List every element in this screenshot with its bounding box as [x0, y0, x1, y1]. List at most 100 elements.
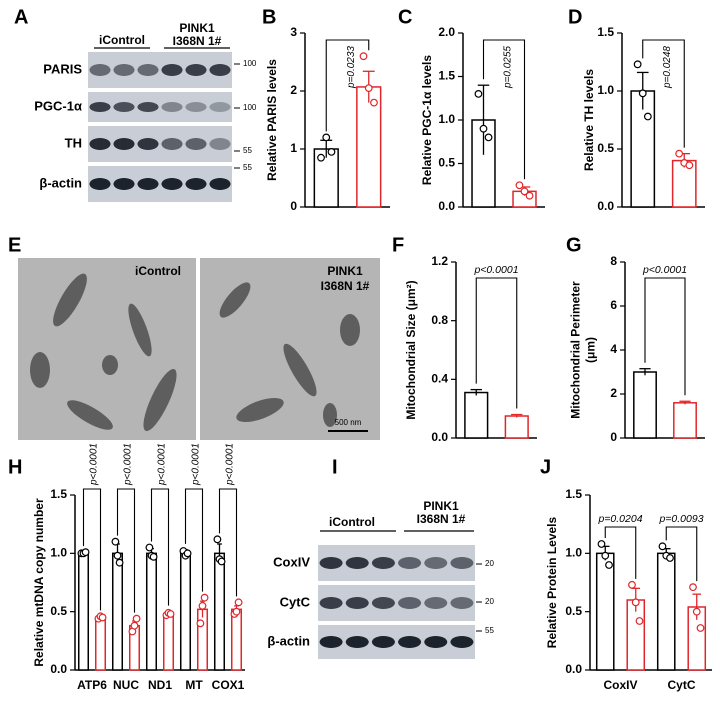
- data-point: [635, 617, 644, 625]
- blot-band: [424, 636, 448, 648]
- p-value: p=0.0255: [503, 46, 514, 89]
- panel-letter: I: [332, 456, 338, 478]
- y-tick-label: 2: [610, 386, 617, 400]
- row-label: PGC-1α: [34, 98, 82, 113]
- blot-strip: [88, 92, 232, 122]
- marker-label: 55: [485, 626, 494, 635]
- panel-letter: E: [8, 234, 21, 256]
- blot-band: [345, 636, 369, 648]
- data-point: [605, 561, 613, 569]
- blot-strip: [318, 625, 475, 659]
- y-tick-label: 0: [290, 199, 297, 213]
- significance-bracket: [604, 526, 637, 579]
- y-tick-label: 1.0: [597, 83, 614, 97]
- bar: [595, 552, 615, 671]
- mitochondrion: [30, 352, 50, 388]
- blot-band: [371, 597, 395, 609]
- panel-letter: H: [8, 456, 22, 478]
- panel-letter: G: [566, 234, 582, 256]
- data-point: [322, 133, 331, 142]
- x-tick-label: ND1: [148, 678, 172, 692]
- bar: [196, 608, 209, 671]
- x-tick-label: CoxIV: [603, 678, 637, 692]
- blot-strip: [88, 52, 232, 88]
- blot-strip: [88, 166, 232, 202]
- y-tick-label: 2.0: [438, 25, 455, 39]
- y-tick-label: 1.0: [565, 546, 582, 560]
- row-label: CoxIV: [273, 554, 310, 569]
- mitochondrion: [67, 400, 113, 430]
- blot-band: [161, 64, 183, 76]
- marker-label: 55: [243, 163, 252, 172]
- y-tick-label: 1.0: [50, 546, 67, 560]
- blot-band: [89, 102, 111, 112]
- blot-band: [319, 636, 343, 648]
- panel-letter: A: [14, 6, 28, 28]
- blot-band: [450, 597, 474, 609]
- blot-band: [371, 636, 395, 648]
- y-axis-label: Relative Protein Levels: [545, 516, 559, 648]
- image-label: I368N 1#: [321, 279, 370, 293]
- data-point: [484, 133, 493, 142]
- blot-band: [398, 636, 422, 648]
- blot-band: [161, 102, 183, 112]
- mitochondrion: [236, 397, 284, 423]
- blot-band: [319, 597, 343, 609]
- data-point: [132, 614, 141, 623]
- blot-band: [89, 138, 111, 150]
- y-tick-label: 0.5: [597, 141, 614, 155]
- data-point: [111, 537, 120, 546]
- mitochondrion: [143, 368, 177, 432]
- y-tick-label: 1.2: [431, 254, 448, 268]
- p-value: p<0.0001: [473, 264, 518, 276]
- significance-bracket: [116, 488, 136, 613]
- group-label: iControl: [329, 515, 375, 529]
- bar: [464, 391, 489, 439]
- row-label: β-actin: [39, 175, 82, 190]
- x-tick-label: ATP6: [77, 678, 107, 692]
- data-point: [359, 52, 368, 61]
- marker-label: 100: [243, 59, 257, 68]
- bar: [504, 415, 529, 439]
- data-point: [515, 181, 524, 190]
- blot-band: [137, 138, 159, 150]
- x-tick-label: CytC: [667, 678, 695, 692]
- data-point: [631, 598, 640, 607]
- mitochondrion: [128, 303, 152, 357]
- significance-bracket: [184, 488, 204, 592]
- significance-bracket: [644, 277, 686, 396]
- y-tick-label: 1.0: [438, 112, 455, 126]
- row-label: TH: [65, 135, 82, 150]
- bar: [111, 552, 124, 671]
- significance-bracket: [325, 39, 370, 132]
- data-point: [183, 549, 192, 558]
- y-tick-label: 2: [290, 83, 297, 97]
- y-tick-label: 0.8: [431, 313, 448, 327]
- p-value: p=0.0248: [662, 46, 673, 89]
- data-point: [479, 124, 488, 133]
- significance-bracket: [82, 488, 102, 611]
- data-point: [370, 98, 378, 107]
- significance-bracket: [218, 488, 238, 597]
- blot-band: [137, 178, 159, 190]
- row-label: PARIS: [43, 61, 82, 76]
- blot-band: [398, 597, 422, 609]
- data-point: [658, 542, 667, 551]
- p-value: p<0.0001: [89, 443, 100, 486]
- p-value: p<0.0001: [191, 443, 202, 486]
- blot-band: [450, 636, 474, 648]
- image-label: PINK1: [327, 264, 363, 278]
- blot-band: [185, 178, 207, 190]
- y-tick-label: 0.0: [565, 662, 582, 676]
- blot-band: [345, 597, 369, 609]
- bar: [94, 616, 107, 671]
- y-tick-label: 8: [610, 254, 617, 268]
- blot-band: [113, 102, 135, 112]
- data-point: [217, 557, 226, 566]
- blot-band: [424, 557, 448, 569]
- y-tick-label: 0.5: [50, 604, 67, 618]
- row-label: β-actin: [267, 633, 310, 648]
- blot-band: [113, 178, 135, 190]
- bar: [145, 552, 158, 671]
